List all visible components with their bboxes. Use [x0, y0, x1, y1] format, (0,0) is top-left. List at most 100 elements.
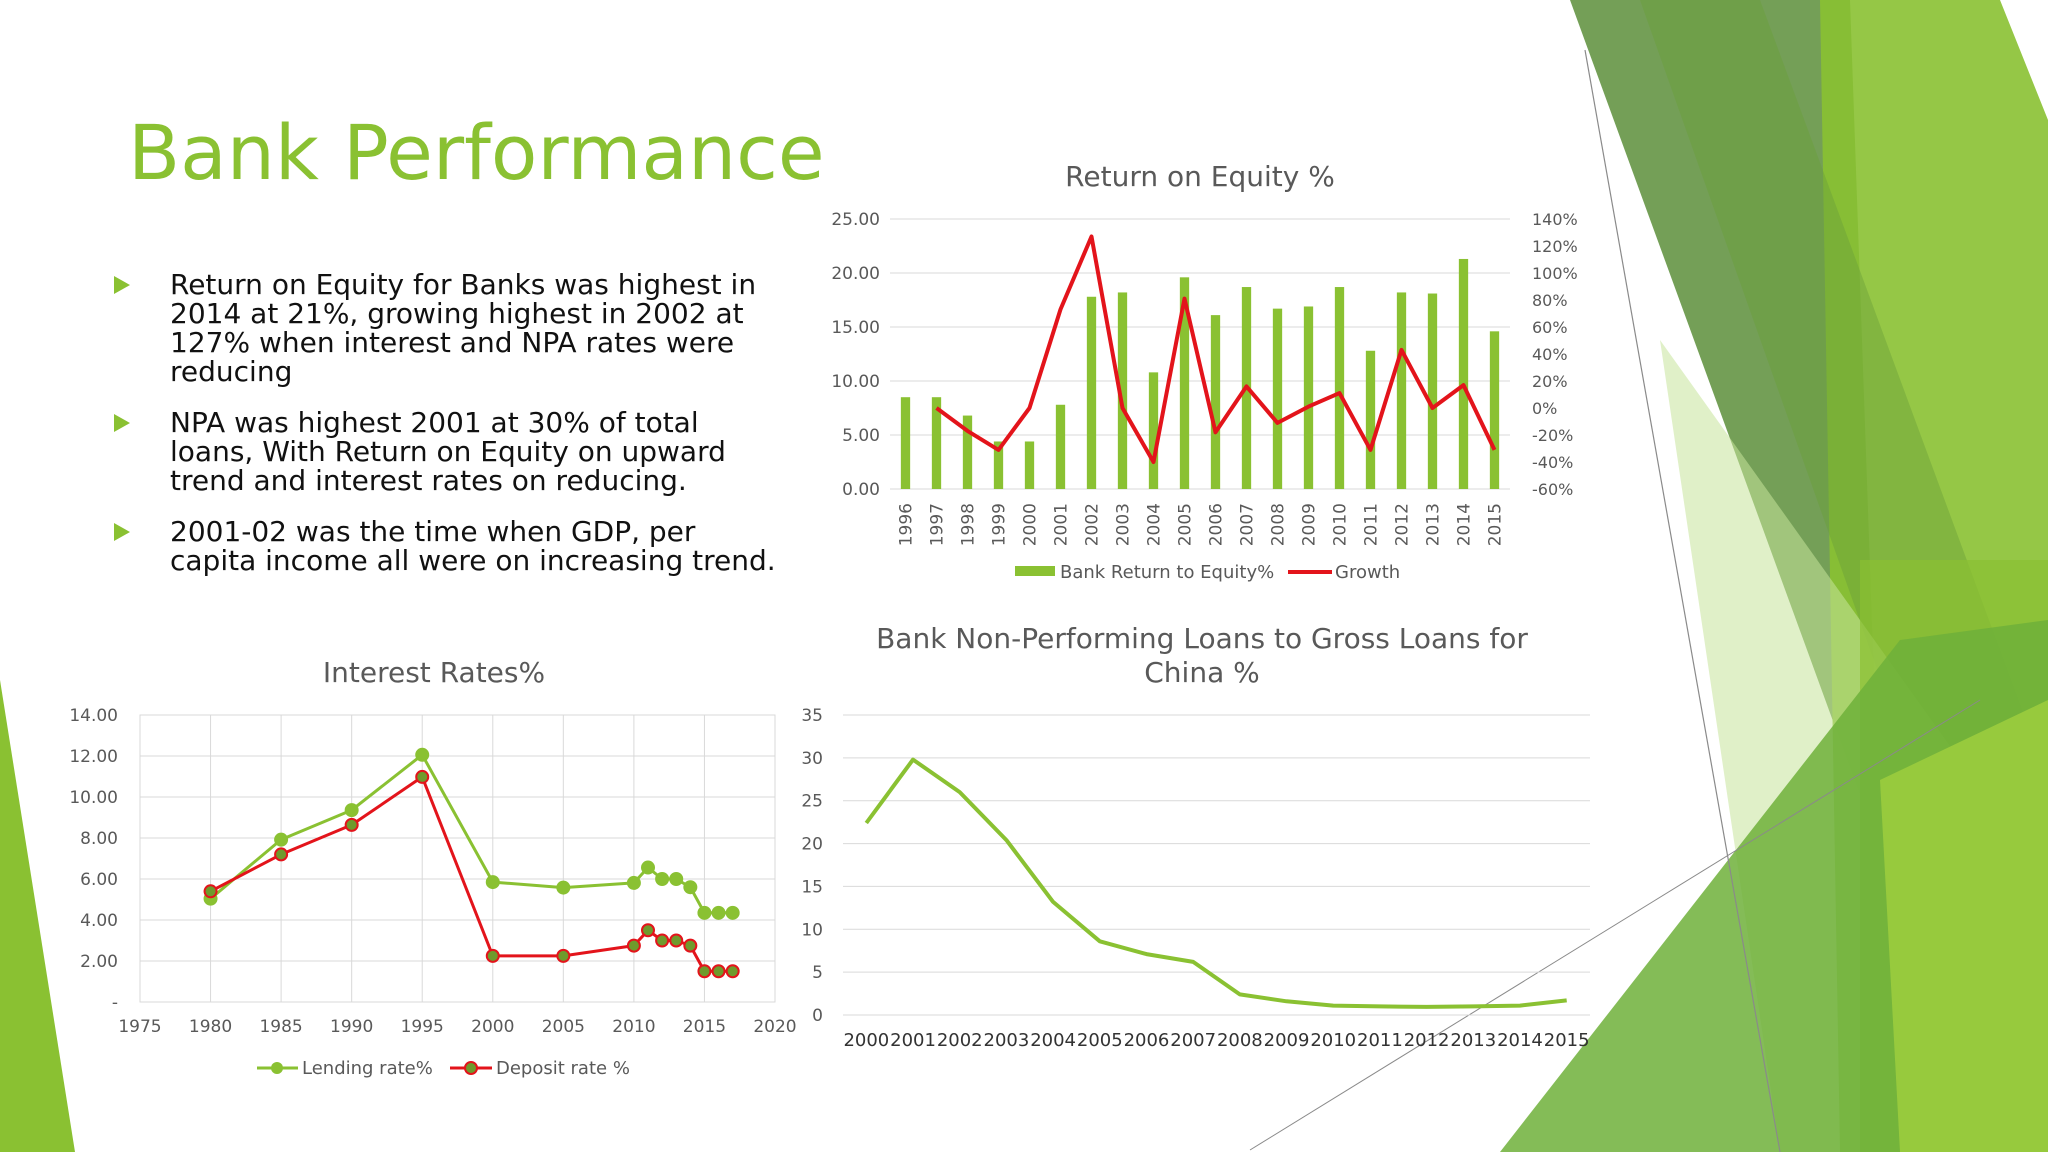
y-tick-label: 4.00 [80, 911, 118, 931]
y-right-tick-label: 0% [1532, 399, 1557, 418]
roe-bar [993, 441, 1004, 489]
y-tick-label: 14.00 [69, 706, 118, 726]
growth-line [935, 234, 1497, 464]
lending-rate-point [655, 872, 670, 886]
x-tick-label: 2007 [1170, 1030, 1216, 1051]
lending-rate-point [683, 880, 698, 895]
y-left-tick-label: 0.00 [842, 480, 880, 500]
legend-label: Growth [1335, 562, 1400, 583]
lending-rate-point [669, 872, 684, 886]
roe-bar [1210, 315, 1221, 489]
bullet-item: 2001-02 was the time when GDP, per capit… [110, 517, 790, 575]
deposit-rate-point [203, 884, 218, 899]
bullet-text: 2001-02 was the time when GDP, per capit… [170, 515, 776, 577]
y-right-tick-label: -40% [1532, 453, 1573, 472]
roe-bar [962, 415, 973, 489]
lending-rate-point [415, 747, 430, 762]
x-tick-label: 1999 [990, 503, 1010, 546]
x-tick-label: 1990 [330, 1017, 373, 1037]
y-tick-label: 6.00 [80, 870, 118, 890]
x-tick-label: 2007 [1238, 503, 1258, 546]
lending-rate-point [485, 875, 500, 890]
bullet-text: NPA was highest 2001 at 30% of total loa… [170, 406, 726, 497]
deposit-rate-point [485, 948, 500, 963]
x-tick-label: 2000 [1021, 503, 1041, 546]
deposit-rate-point [344, 817, 359, 832]
roe-bar [1334, 287, 1345, 489]
roe-bar [1148, 372, 1159, 489]
roe-bar [1458, 258, 1469, 489]
bullet-item: NPA was highest 2001 at 30% of total loa… [110, 408, 790, 495]
y-left-tick-label: 25.00 [831, 210, 880, 230]
x-tick-label: 2004 [1145, 503, 1165, 546]
x-tick-label: 2004 [1030, 1030, 1076, 1051]
y-right-tick-label: -60% [1532, 480, 1573, 499]
slide-title: Bank Performance [128, 108, 825, 197]
y-tick-label: - [112, 993, 118, 1013]
legend-swatch-marker [464, 1061, 478, 1075]
y-tick-label: 20 [801, 835, 823, 855]
y-tick-label: 30 [801, 749, 823, 769]
deposit-rate-point [415, 769, 430, 784]
deposit-rate-point [556, 948, 571, 963]
x-tick-label: 1998 [959, 503, 979, 546]
bullet-item: Return on Equity for Banks was highest i… [110, 270, 790, 386]
x-tick-label: 1995 [401, 1017, 444, 1037]
roe-bar [1427, 293, 1438, 489]
roe-bar [1303, 306, 1314, 489]
x-tick-label: 2014 [1455, 503, 1475, 546]
legend-label: Deposit rate % [496, 1058, 630, 1079]
x-tick-label: 2005 [1176, 503, 1196, 546]
roe-bar [931, 397, 942, 489]
legend-label: Lending rate% [302, 1058, 433, 1079]
y-right-tick-label: 60% [1532, 318, 1568, 337]
x-tick-label: 2005 [1077, 1030, 1123, 1051]
roe-bar [1179, 277, 1190, 489]
y-tick-label: 8.00 [80, 829, 118, 849]
x-tick-label: 1996 [897, 503, 917, 546]
x-tick-label: 2001 [890, 1030, 936, 1051]
y-tick-label: 5 [812, 963, 823, 983]
y-left-tick-label: 10.00 [831, 372, 880, 392]
roe-bar [1117, 292, 1128, 489]
x-tick-label: 1997 [928, 503, 948, 546]
deposit-rate-point [711, 964, 726, 979]
roe-bar [1365, 350, 1376, 489]
lending-rate-point [725, 905, 740, 920]
lending-rate-point [626, 875, 641, 890]
roe-bar [1272, 308, 1283, 489]
x-tick-label: 2000 [843, 1030, 889, 1051]
deposit-rate-point [697, 964, 712, 979]
y-tick-label: 0 [812, 1006, 823, 1026]
bullet-arrow-icon [114, 523, 130, 541]
deco-shape [1880, 700, 2048, 1152]
x-tick-label: 2015 [1486, 503, 1506, 546]
chart-title: Return on Equity % [1065, 160, 1335, 193]
x-tick-label: 2008 [1269, 503, 1289, 546]
chart-title: China % [1144, 656, 1260, 689]
chart-title: Bank Non-Performing Loans to Gross Loans… [876, 622, 1528, 655]
lending-rate-point [697, 905, 712, 920]
deposit-rate-point [655, 933, 670, 948]
x-tick-label: 2001 [1052, 503, 1072, 546]
x-tick-label: 2002 [937, 1030, 983, 1051]
npl-line [864, 757, 1567, 1009]
roe-bar [1396, 292, 1407, 489]
y-tick-label: 12.00 [69, 747, 118, 767]
y-left-tick-label: 15.00 [831, 318, 880, 338]
bullet-arrow-icon [114, 414, 130, 432]
y-right-tick-label: 80% [1532, 291, 1568, 310]
x-tick-label: 2006 [1124, 1030, 1170, 1051]
y-left-tick-label: 20.00 [831, 264, 880, 284]
y-right-tick-label: 140% [1532, 210, 1578, 229]
x-tick-label: 2009 [1300, 503, 1320, 546]
bullet-arrow-icon [114, 276, 130, 294]
x-tick-label: 2003 [984, 1030, 1030, 1051]
y-right-tick-label: 100% [1532, 264, 1578, 283]
y-tick-label: 25 [801, 792, 823, 812]
y-right-tick-label: -20% [1532, 426, 1573, 445]
y-right-tick-label: 120% [1532, 237, 1578, 256]
